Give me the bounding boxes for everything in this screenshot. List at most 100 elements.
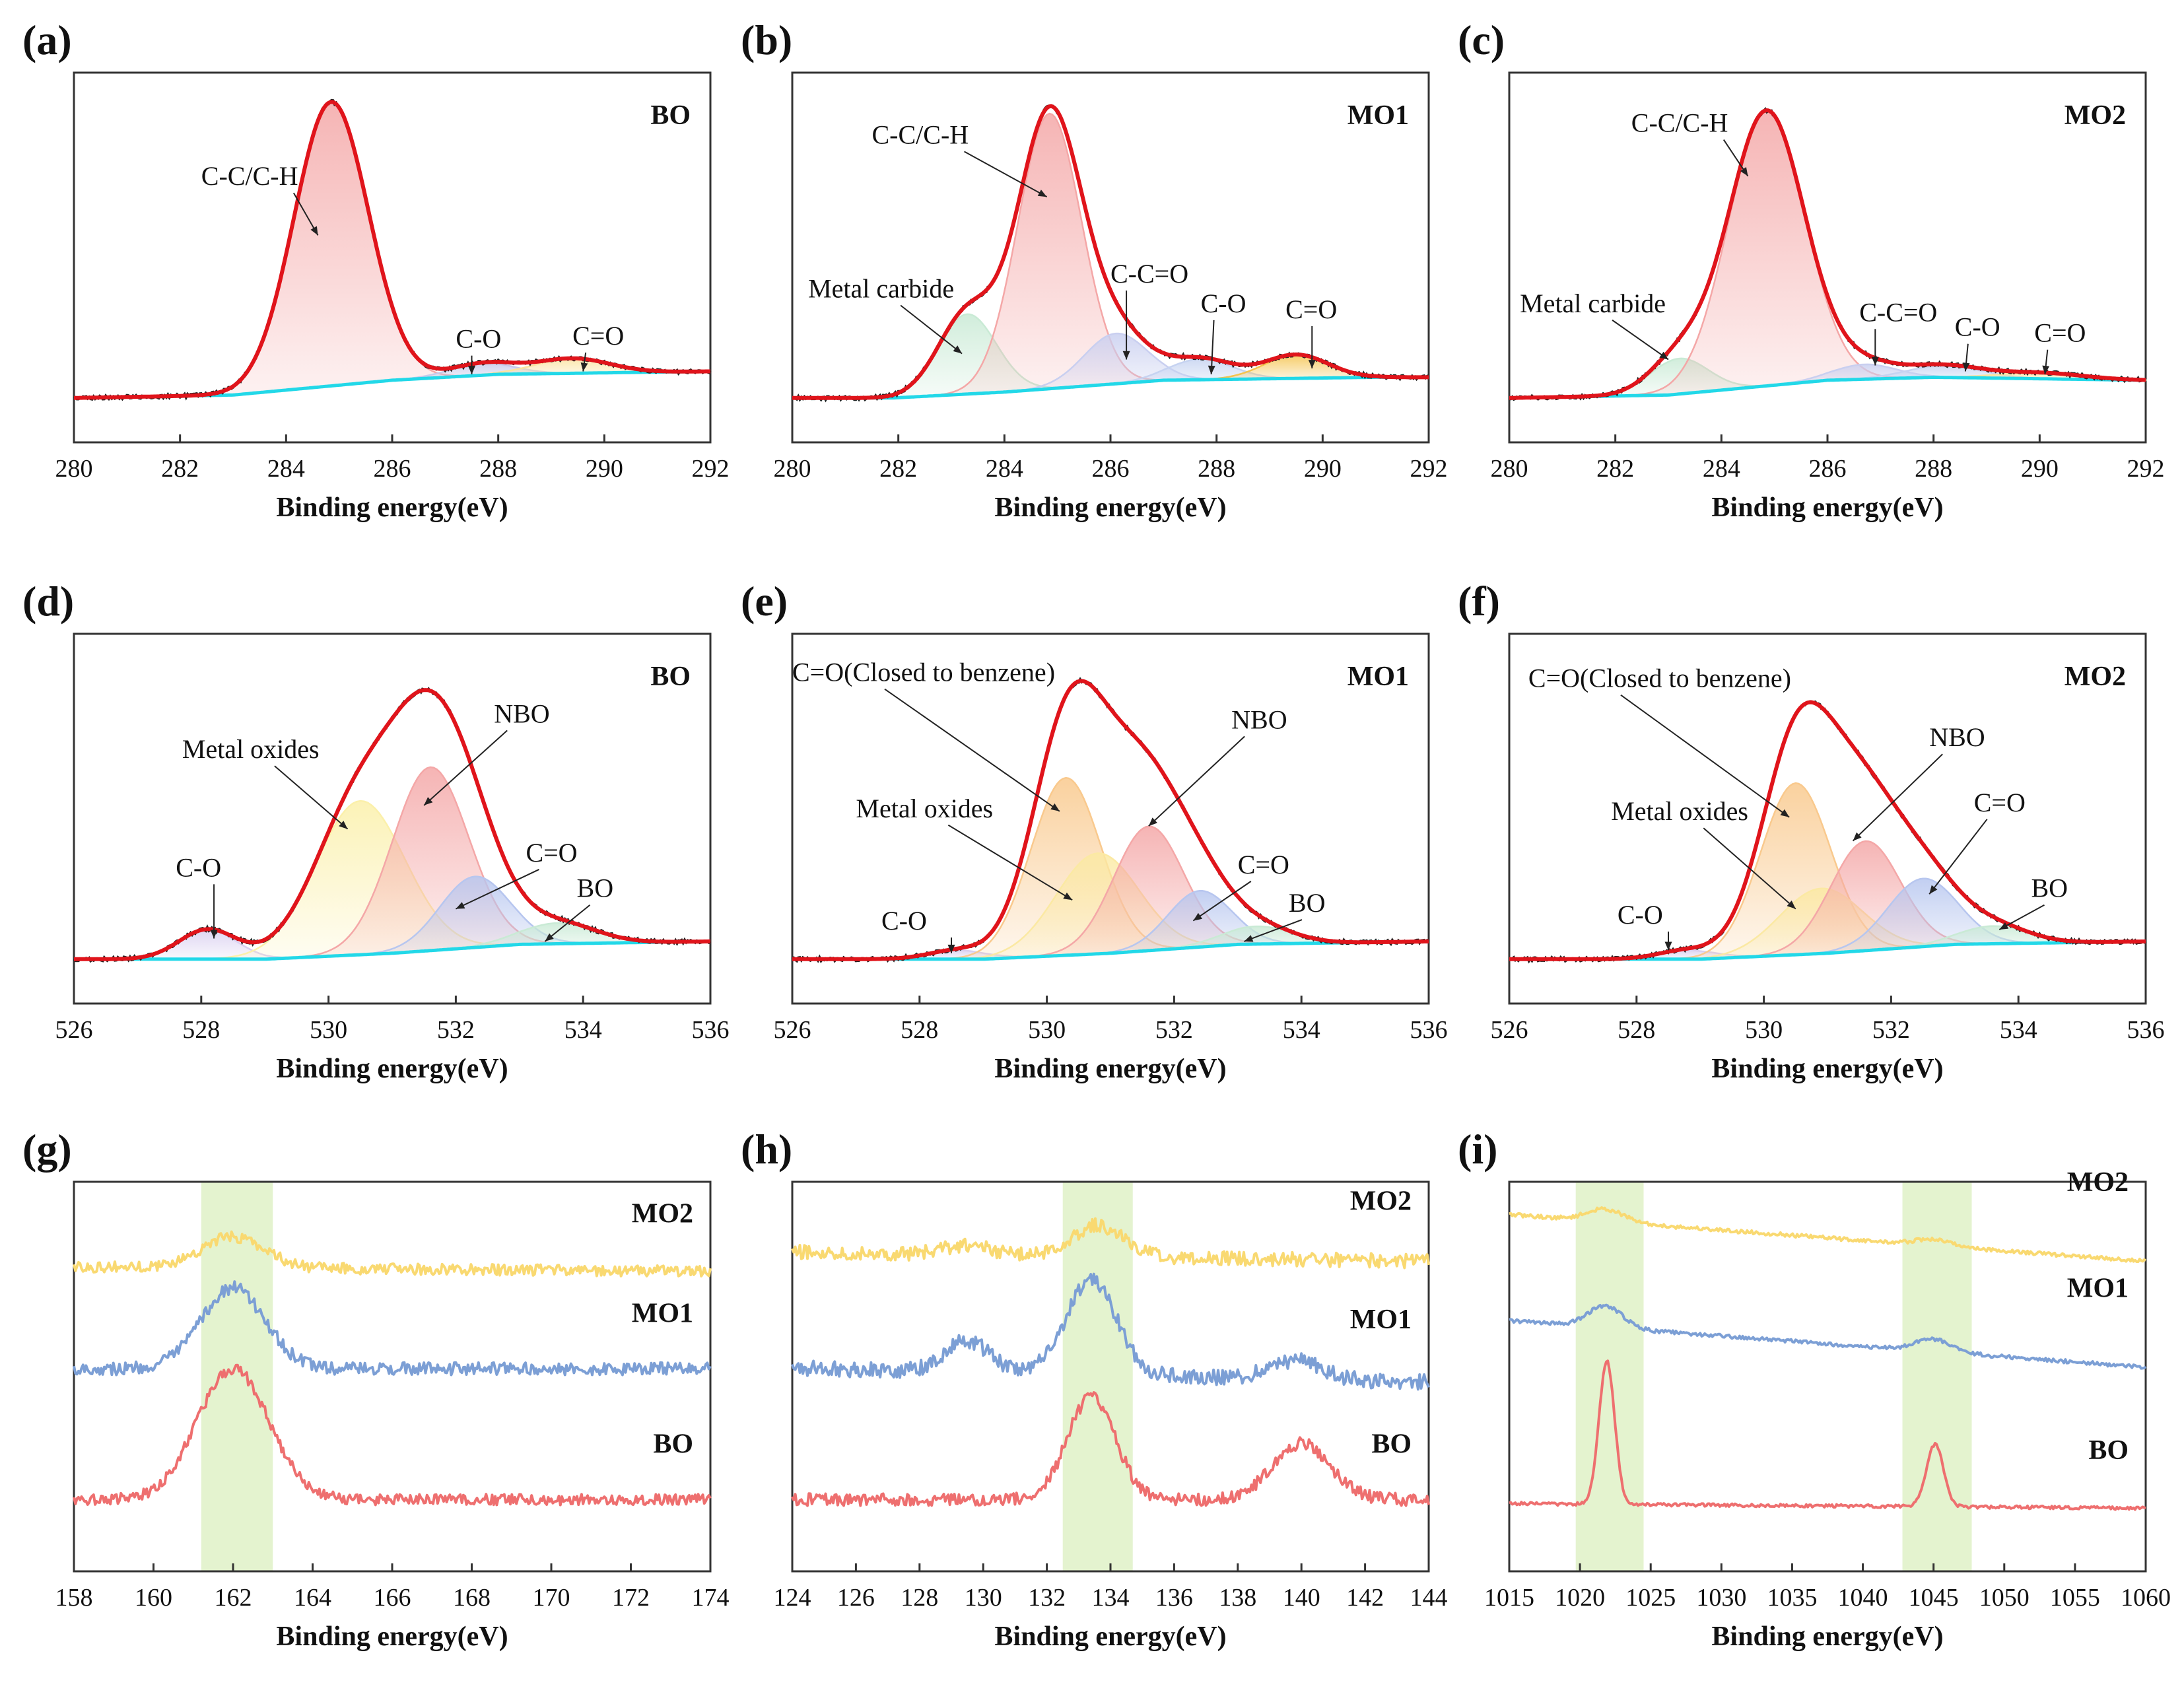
annotation-leader <box>947 824 1073 901</box>
x-tick-label: 1040 <box>1838 1584 1888 1612</box>
x-tick-label: 290 <box>1304 455 1342 483</box>
x-axis-title: Binding energy(eV) <box>1711 1054 1943 1084</box>
x-tick-label: 286 <box>374 455 411 483</box>
series-label-bo: BO <box>2088 1435 2129 1466</box>
x-axis-title: Binding energy(eV) <box>994 1054 1226 1084</box>
arrow-head-icon <box>339 821 348 829</box>
x-tick-label: 528 <box>901 1016 938 1044</box>
arrow-head-icon <box>1740 167 1748 176</box>
peak-annotation: Metal carbide <box>1520 289 1666 318</box>
annotation-leader <box>900 304 963 355</box>
arrow-head-icon <box>1244 935 1254 942</box>
peak-annotation: C-C/C-H <box>201 161 298 191</box>
arrow-head-icon <box>1193 912 1202 921</box>
peak-annotation: C=O <box>2034 318 2086 348</box>
series-bo <box>1509 1359 2146 1511</box>
x-tick-label: 1045 <box>1909 1584 1959 1612</box>
x-tick-label: 286 <box>1092 455 1130 483</box>
x-tick-label: 536 <box>1410 1016 1448 1044</box>
peak-annotation: Metal carbide <box>808 273 954 303</box>
panel-a: (a) 280 282 284 286 288 290 292 Binding energy(e… <box>22 17 730 523</box>
fit-component-0 <box>204 101 459 397</box>
x-axis-title: Binding energy(eV) <box>276 1054 508 1084</box>
arrow-head-icon <box>1787 901 1796 909</box>
annotation-leader <box>964 151 1048 198</box>
panel-letter: (a) <box>22 17 72 63</box>
x-tick-label: 170 <box>533 1584 570 1612</box>
annotation-leader <box>1192 881 1252 922</box>
x-tick-label: 528 <box>182 1016 220 1044</box>
annotation-leader <box>455 869 539 910</box>
annotation-leader <box>1998 904 2045 930</box>
arrow-head-icon <box>310 226 318 236</box>
x-tick-label: 292 <box>2127 455 2165 483</box>
series-label-mo2: MO2 <box>1350 1186 1412 1216</box>
x-tick-label: 526 <box>55 1016 93 1044</box>
x-tick-label: 288 <box>1915 455 1952 483</box>
x-tick-label: 284 <box>1703 455 1740 483</box>
arrow-head-icon <box>424 797 433 805</box>
x-tick-label: 284 <box>986 455 1023 483</box>
x-tick-label: 158 <box>55 1584 93 1612</box>
x-tick-label: 288 <box>479 455 517 483</box>
annotation-leader <box>1148 735 1245 827</box>
series-label-mo1: MO1 <box>1350 1305 1412 1335</box>
x-tick-label: 292 <box>692 455 730 483</box>
peak-annotation: C-O <box>1201 289 1246 318</box>
x-tick-label: 136 <box>1155 1584 1193 1612</box>
arrow-head-icon <box>953 345 963 354</box>
peak-annotation: C-O <box>456 324 501 354</box>
arrow-head-icon <box>1664 941 1672 951</box>
sample-label: MO1 <box>1348 662 1409 692</box>
peak-annotation: C-C=O <box>1859 297 1937 327</box>
panel-letter: (f) <box>1458 578 1500 625</box>
x-tick-label: 164 <box>294 1584 331 1612</box>
x-tick-label: 1060 <box>2121 1584 2171 1612</box>
peak-annotation: BO <box>2031 873 2068 903</box>
x-tick-label: 526 <box>1491 1016 1528 1044</box>
peak-annotation: C-C/C-H <box>1631 108 1728 138</box>
peak-annotation: Metal oxides <box>1611 796 1748 826</box>
series-mo1 <box>791 1272 1430 1391</box>
annotation-leader <box>423 730 508 806</box>
peak-annotation: C=O(Closed to benzene) <box>792 658 1055 687</box>
peak-annotation: C=O <box>1974 788 2026 817</box>
fit-envelope-line <box>792 104 1429 400</box>
x-tick-label: 174 <box>692 1584 730 1612</box>
x-tick-label: 138 <box>1219 1584 1256 1612</box>
annotation-leader <box>1703 827 1796 910</box>
x-axis-title: Binding energy(eV) <box>994 1621 1226 1652</box>
x-tick-label: 124 <box>774 1584 811 1612</box>
plot-frame <box>1508 1180 2147 1573</box>
annotation-leader <box>544 904 591 942</box>
peak-annotation: NBO <box>1929 722 1985 752</box>
series-mo1 <box>73 1280 712 1377</box>
sample-label: MO2 <box>2065 662 2126 692</box>
arrow-head-icon <box>1999 922 2009 930</box>
x-tick-label: 168 <box>453 1584 491 1612</box>
arrow-head-icon <box>1148 817 1157 827</box>
x-tick-label: 140 <box>1283 1584 1320 1612</box>
panel-letter: (g) <box>22 1126 72 1173</box>
x-tick-label: 532 <box>437 1016 475 1044</box>
panel-c: (c) 280 282 284 286 288 290 292 Binding energy(e… <box>1458 17 2165 523</box>
panel-letter: (d) <box>22 578 74 625</box>
x-tick-label: 172 <box>612 1584 650 1612</box>
sample-label: MO2 <box>2065 100 2126 131</box>
x-tick-label: 286 <box>1809 455 1847 483</box>
x-axis-title: Binding energy(eV) <box>276 1621 508 1652</box>
arrow-head-icon <box>210 930 218 939</box>
series-label-mo1: MO1 <box>632 1298 693 1328</box>
x-tick-label: 284 <box>267 455 305 483</box>
peak-annotation: C-O <box>1955 312 2000 342</box>
arrow-head-icon <box>1050 803 1060 811</box>
fit-envelope-line <box>792 679 1429 961</box>
peak-annotation: C=O <box>526 838 577 868</box>
panel-letter: (c) <box>1458 17 1505 63</box>
peak-annotation: BO <box>577 873 614 903</box>
peak-annotation: C=O(Closed to benzene) <box>1528 664 1791 693</box>
peak-annotation: C-O <box>881 906 927 936</box>
x-tick-label: 530 <box>1745 1016 1783 1044</box>
peak-annotation: C-C=O <box>1110 259 1188 289</box>
panel-f: (f) 526 528 530 532 534 536 Binding energy(eV) M… <box>1458 578 2165 1084</box>
